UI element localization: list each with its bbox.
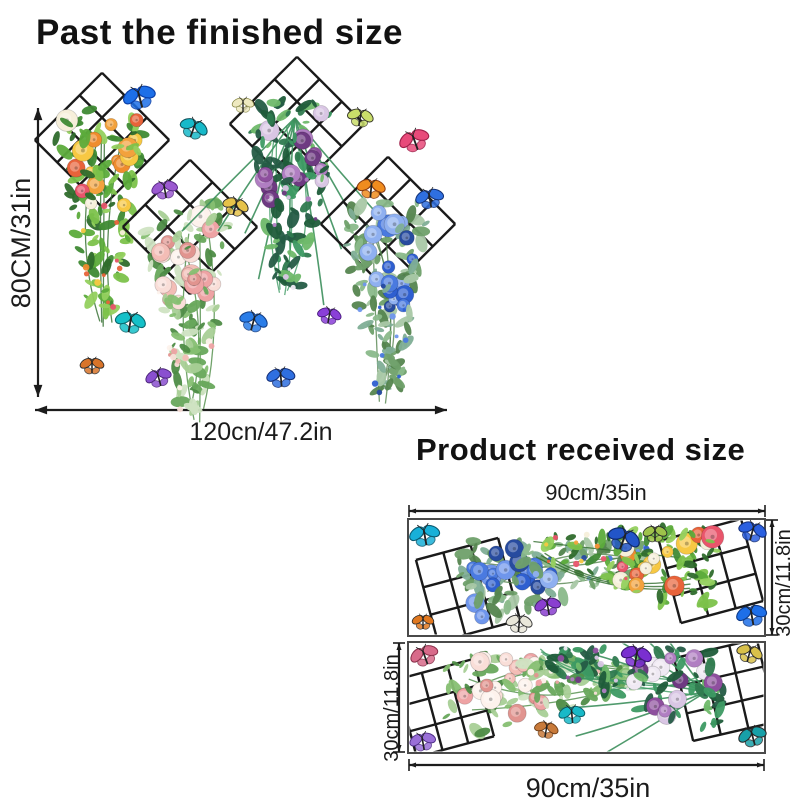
butterfly-icon [79, 356, 105, 375]
strip1-height-label: 30cm/11.8in [773, 529, 795, 637]
strip2-purple-bouquet [539, 643, 764, 752]
butterfly-icon [736, 602, 768, 627]
butterfly-icon [607, 525, 640, 552]
strip2-width-label: 90cm/35in [525, 773, 651, 800]
butterfly-icon [222, 195, 249, 217]
warm-hanging-bouquet [33, 71, 171, 327]
strip1-warm-bouquet [533, 520, 764, 625]
strip1-height-dim [766, 519, 778, 636]
finished-height-arrow [33, 108, 43, 397]
butterfly-icon [415, 186, 445, 210]
butterfly-icon [642, 524, 668, 543]
butterfly-icon [317, 305, 342, 325]
strip2-height-dim [393, 642, 405, 753]
butterfly-icon [534, 719, 559, 739]
butterfly-icon [534, 595, 561, 617]
blue-hanging-bouquet [319, 155, 457, 404]
butterfly-icon [411, 613, 435, 630]
butterfly-icon [399, 127, 430, 153]
strip1-width-label: 90cm/35in [545, 480, 647, 505]
butterfly-icon [505, 613, 533, 634]
finished-height-label: 80CM/31in [6, 177, 36, 309]
finished-width-label: 120cn/47.2in [189, 418, 333, 446]
butterfly-icon [410, 643, 439, 667]
butterfly-icon [114, 309, 146, 334]
butterfly-icon [145, 366, 172, 388]
strip2-width-dim [408, 759, 765, 771]
butterfly-icon [409, 730, 436, 752]
butterfly-icon [231, 96, 255, 113]
butterfly-icon [620, 643, 652, 668]
butterfly-icon [266, 366, 296, 388]
butterfly-icon [736, 642, 763, 664]
butterfly-icon [347, 106, 374, 128]
butterfly-icon [738, 519, 767, 543]
received-size-title: Product received size [416, 432, 746, 467]
butterfly-icon [558, 704, 586, 725]
pink-hanging-bouquet [121, 158, 259, 423]
butterfly-icon [239, 309, 268, 333]
strip2-height-label: 30cm/11.8in [381, 654, 403, 762]
strip1-width-dim [408, 505, 766, 517]
butterfly-icon [151, 178, 178, 200]
butterfly-icon [409, 522, 441, 547]
finished-size-title: Past the finished size [36, 13, 403, 52]
purple-hanging-bouquet [181, 55, 401, 306]
butterfly-icon [738, 724, 767, 748]
butterfly-icon [179, 116, 208, 140]
butterfly-icon [123, 83, 156, 110]
finished-width-arrow [35, 405, 447, 415]
butterfly-icon [356, 177, 386, 199]
